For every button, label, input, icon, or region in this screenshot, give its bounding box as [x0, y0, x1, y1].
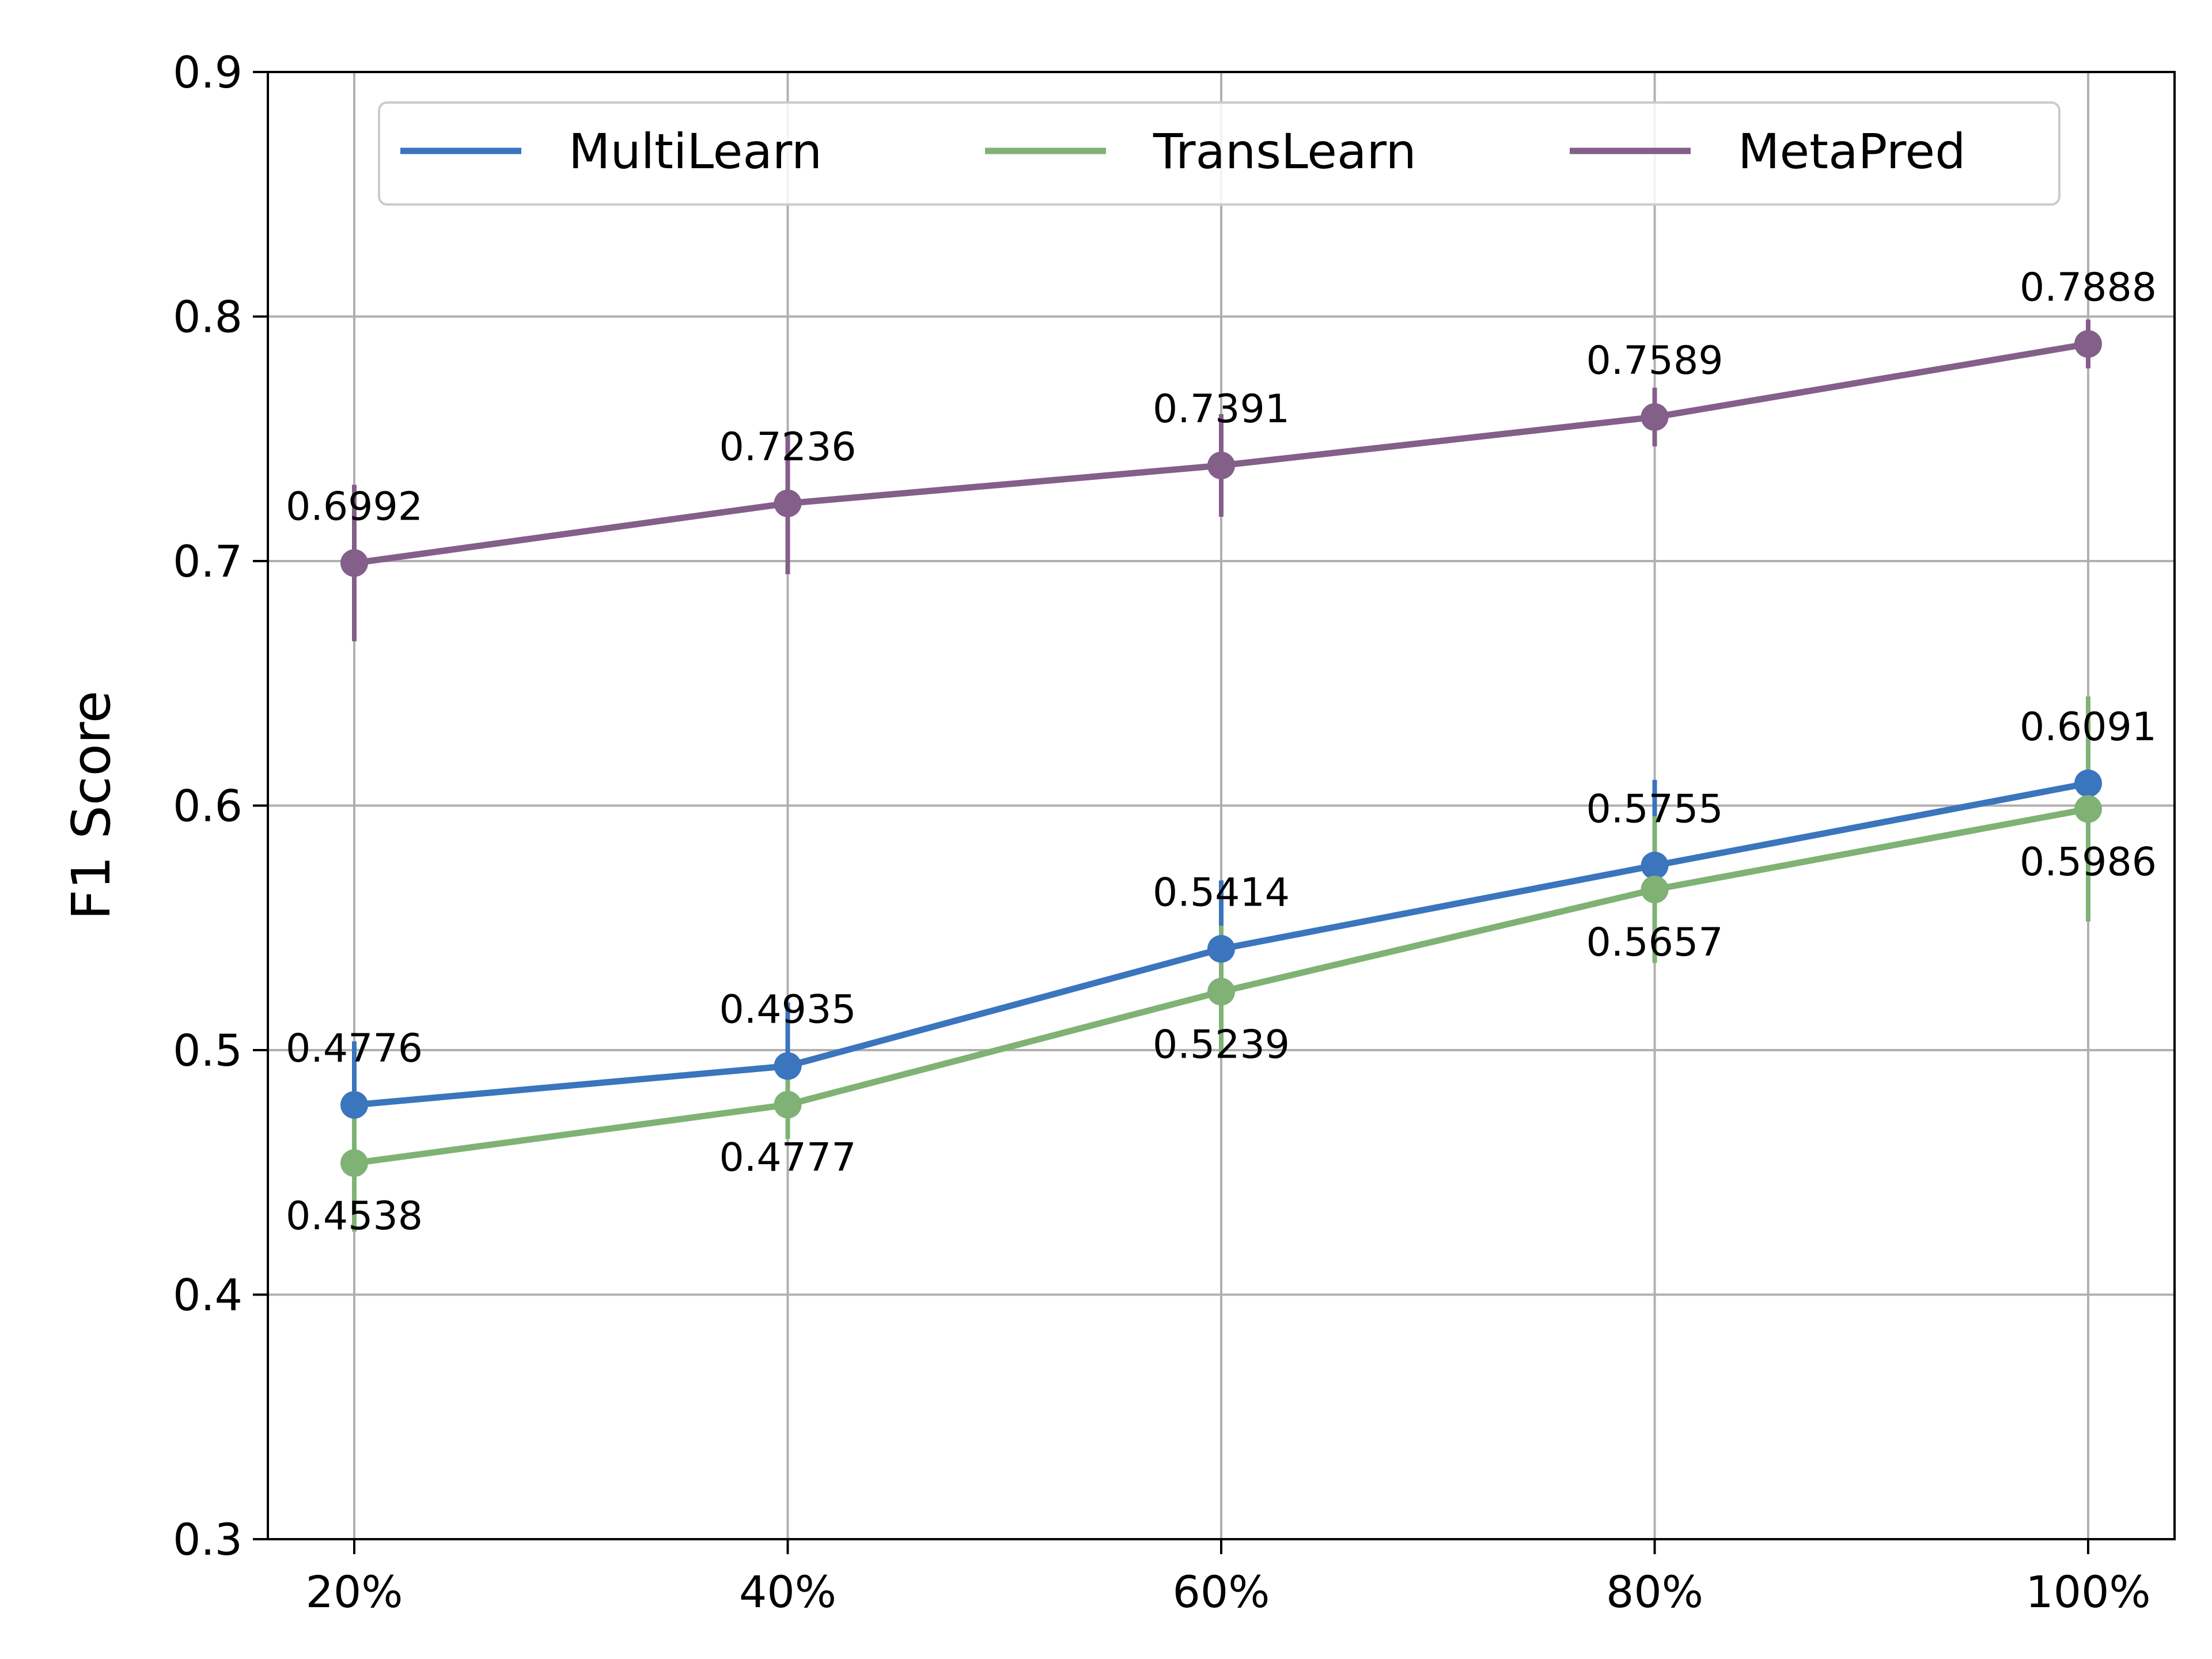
data-point	[1641, 851, 1669, 880]
x-tick-label: 60%	[1173, 1566, 1270, 1618]
legend-label: TransLearn	[1153, 123, 1416, 180]
y-tick-label: 0.8	[173, 291, 243, 343]
data-point	[2074, 330, 2102, 358]
data-label: 0.5986	[2020, 839, 2157, 885]
y-tick-label: 0.9	[173, 47, 243, 98]
data-label: 0.5657	[1586, 920, 1724, 965]
legend-label: MultiLearn	[569, 123, 822, 180]
y-tick-label: 0.6	[173, 781, 243, 832]
axis-ticks: 0.3 0.4 0.5 0.6 0.7 0.8 0.9 20% 40% 60% 80% 100%	[173, 47, 2151, 1618]
data-labels: 0.4776 0.4935 0.5414 0.5755 0.6091 0.4538 0.47…	[286, 265, 2157, 1239]
legend-box	[378, 101, 2061, 206]
data-label: 0.6091	[2020, 704, 2157, 750]
x-tick-label: 100%	[2025, 1566, 2150, 1618]
data-label: 0.5239	[1153, 1022, 1290, 1068]
data-point	[1641, 876, 1669, 904]
data-label: 0.4776	[286, 1026, 423, 1071]
data-label: 0.5755	[1586, 787, 1724, 832]
y-tick-label: 0.4	[173, 1270, 243, 1321]
data-point	[1207, 978, 1235, 1006]
data-point	[774, 1052, 802, 1080]
data-point	[1207, 452, 1235, 480]
x-tick-label: 80%	[1606, 1566, 1703, 1618]
y-tick-label: 0.7	[173, 536, 243, 587]
legend: MultiLearn TransLearn MetaPred	[378, 101, 2061, 206]
legend-label: MetaPred	[1738, 123, 1965, 180]
data-label: 0.7391	[1153, 387, 1290, 432]
y-tick-label: 0.3	[173, 1514, 243, 1565]
data-label: 0.6992	[286, 484, 423, 529]
data-label: 0.5414	[1153, 870, 1290, 915]
data-label: 0.4777	[719, 1135, 857, 1181]
y-tick-label: 0.5	[173, 1025, 243, 1076]
data-point	[2074, 769, 2102, 797]
data-label: 0.4538	[286, 1194, 423, 1239]
data-label: 0.7888	[2020, 265, 2157, 310]
x-tick-label: 20%	[306, 1566, 403, 1618]
x-tick-label: 40%	[739, 1566, 836, 1618]
data-point	[2074, 795, 2102, 823]
data-label: 0.7236	[719, 425, 857, 470]
data-point	[340, 549, 368, 577]
data-point	[774, 489, 802, 517]
data-point	[1641, 403, 1669, 431]
data-label: 0.4935	[719, 987, 857, 1033]
data-label: 0.7589	[1586, 338, 1724, 384]
data-point	[340, 1149, 368, 1177]
data-point	[774, 1090, 802, 1119]
data-points	[340, 330, 2102, 1177]
data-point	[340, 1091, 368, 1119]
y-axis-label: F1 Score	[60, 691, 122, 920]
data-point	[1207, 935, 1235, 963]
